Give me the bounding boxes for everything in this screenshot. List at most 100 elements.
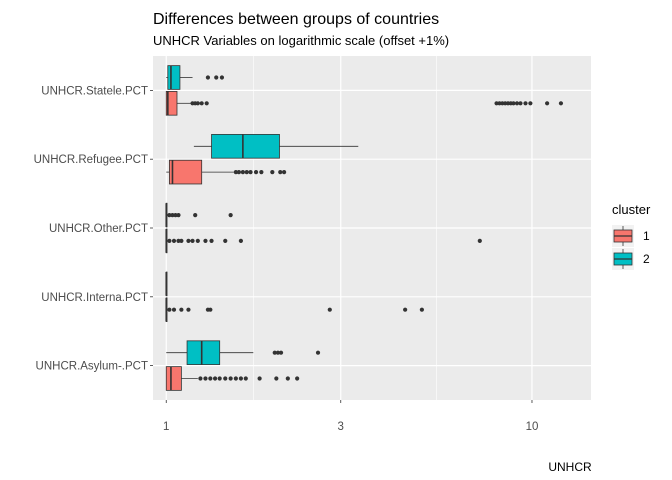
box-group	[165, 228, 482, 254]
outlier-point	[199, 101, 204, 106]
outlier-point	[171, 238, 177, 243]
outlier-point	[176, 238, 181, 243]
outlier-point	[236, 170, 242, 175]
outlier-point	[248, 170, 253, 175]
outlier-point	[514, 101, 520, 106]
outlier-point	[198, 376, 203, 381]
y-tick-label: UNHCR.Interna.PCT	[41, 292, 148, 304]
box-iqr	[168, 159, 203, 185]
x-axis: 1 3 10	[163, 400, 538, 433]
outlier-point	[274, 376, 279, 381]
outlier-point	[497, 101, 502, 106]
outlier-point	[193, 213, 198, 218]
box-group	[165, 297, 424, 322]
boxes	[165, 65, 564, 391]
outlier-point	[179, 307, 184, 312]
outlier-point	[558, 101, 564, 106]
box-group	[166, 159, 287, 185]
box-iqr	[186, 340, 221, 365]
box-group	[166, 340, 321, 365]
outlier-point	[209, 238, 214, 243]
x-tick-label: 1	[163, 421, 169, 433]
box-iqr	[165, 91, 178, 116]
outlier-point	[238, 238, 243, 243]
outlier-point	[167, 213, 172, 218]
outlier-point	[272, 350, 277, 355]
outlier-point	[419, 307, 424, 312]
outlier-point	[327, 307, 332, 312]
outlier-point	[238, 376, 243, 381]
outlier-point	[233, 376, 238, 381]
outlier-point	[171, 307, 177, 312]
outlier-point	[173, 213, 178, 218]
outlier-point	[205, 75, 211, 80]
outlier-point	[545, 101, 550, 106]
y-tick-label: UNHCR.Asylum-.PCT	[36, 361, 148, 373]
outlier-point	[228, 213, 233, 218]
outlier-point	[270, 170, 275, 175]
outlier-point	[186, 307, 191, 312]
outlier-point	[281, 170, 287, 175]
box-iqr	[167, 65, 181, 90]
outlier-point	[233, 170, 238, 175]
outlier-point	[278, 350, 284, 355]
y-tick-label: UNHCR.Other.PCT	[49, 223, 148, 235]
outlier-point	[403, 307, 408, 312]
outlier-point	[285, 376, 290, 381]
y-tick-label: UNHCR.Refugee.PCT	[34, 154, 148, 166]
outlier-point	[223, 376, 228, 381]
outlier-point	[223, 238, 228, 243]
x-axis-title: UNHCR	[548, 460, 592, 474]
outlier-point	[240, 170, 245, 175]
legend: cluster 1 2	[612, 202, 651, 270]
outlier-point	[167, 238, 172, 243]
box-group	[165, 91, 564, 116]
outlier-point	[195, 101, 200, 106]
outlier-point	[257, 376, 262, 381]
outlier-point	[208, 376, 213, 381]
outlier-point	[186, 238, 191, 243]
outlier-point	[167, 307, 172, 312]
box-group	[165, 202, 233, 228]
x-tick-label: 3	[338, 421, 344, 433]
outlier-point	[511, 101, 516, 106]
y-tick-label: UNHCR.Statele.PCT	[41, 85, 148, 97]
outlier-point	[190, 238, 195, 243]
chart-subtitle: UNHCR Variables on logarithmic scale (of…	[153, 33, 449, 48]
outlier-point	[212, 376, 218, 381]
outlier-point	[176, 213, 181, 218]
outlier-point	[315, 350, 321, 355]
outlier-point	[228, 376, 233, 381]
outlier-point	[523, 101, 528, 106]
box-iqr	[165, 366, 182, 391]
box-group	[193, 134, 359, 159]
outlier-point	[295, 376, 300, 381]
legend-label: 2	[643, 252, 650, 266]
outlier-point	[518, 101, 523, 106]
outlier-point	[195, 238, 200, 243]
outlier-point	[208, 307, 213, 312]
outlier-point	[179, 238, 184, 243]
outlier-point	[204, 101, 209, 106]
outlier-point	[219, 75, 225, 80]
legend-title: cluster	[612, 202, 651, 217]
outlier-point	[243, 376, 248, 381]
chart-title: Differences between groups of countries	[153, 11, 439, 28]
y-axis: UNHCR.Statele.PCT UNHCR.Refugee.PCT UNHCR.…	[34, 85, 153, 373]
outlier-point	[259, 170, 264, 175]
outlier-point	[528, 101, 533, 106]
outlier-point	[278, 170, 283, 175]
outlier-point	[170, 213, 175, 218]
box-group	[166, 65, 225, 90]
outlier-point	[244, 170, 249, 175]
outlier-point	[214, 75, 219, 80]
box-group	[165, 271, 168, 297]
x-tick-label: 10	[526, 421, 539, 433]
outlier-point	[203, 376, 208, 381]
outlier-point	[203, 238, 208, 243]
outlier-point	[477, 238, 482, 243]
outlier-point	[494, 101, 499, 106]
legend-label: 1	[643, 229, 650, 243]
outlier-point	[275, 350, 281, 355]
